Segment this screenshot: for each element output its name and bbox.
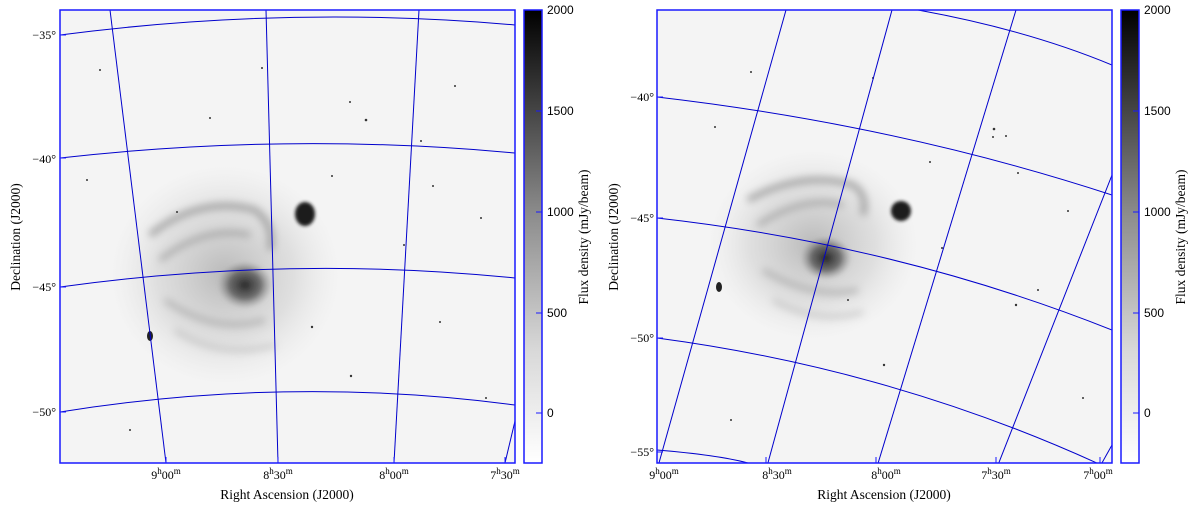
right-compact-source [891, 201, 911, 221]
left-ra-tick-3: 8h00m [379, 466, 409, 482]
right-colorbar-tick-1000: 1000 [1144, 205, 1171, 219]
left-map-frame [59, 9, 516, 464]
left-sky-map: −35° −40° −45° −50° 9h00m 8h30m 8h00m 7h… [8, 3, 591, 502]
right-colorbar-tick-2000: 2000 [1144, 3, 1171, 17]
right-colorbar [1120, 9, 1140, 464]
right-sky-map: −40° −45° −50° −55° 9h00m 8h30m 8h00m 7h… [606, 3, 1188, 502]
right-point-source [716, 282, 722, 292]
right-ra-tick-5: 7h00m [1083, 466, 1113, 482]
left-dec-tick-2: −40° [32, 152, 56, 166]
left-dec-tick-3: −45° [32, 280, 56, 294]
left-ra-tick-2: 8h30m [263, 466, 293, 482]
left-coordinate-grid [60, 10, 515, 463]
left-y-axis-title: Declination (J2000) [8, 183, 23, 291]
right-bright-core [800, 236, 852, 280]
left-colorbar [523, 9, 543, 464]
left-colorbar-tick-500: 500 [547, 306, 567, 320]
right-ra-tick-1: 9h00m [649, 466, 679, 482]
left-ra-tick-1: 9h00m [151, 466, 181, 482]
right-dec-tick-3: −50° [630, 331, 654, 345]
left-dec-tick-1: −35° [32, 28, 56, 42]
right-colorbar-title: Flux density (mJy/beam) [1173, 170, 1188, 305]
left-colorbar-tick-0: 0 [547, 406, 554, 420]
right-colorbar-tick-0: 0 [1144, 406, 1151, 420]
right-dec-tick-4: −55° [630, 445, 654, 459]
right-ra-tick-2: 8h30m [762, 466, 792, 482]
left-colorbar-tick-2000: 2000 [547, 3, 574, 17]
left-ra-tick-4: 7h30m [490, 466, 520, 482]
right-x-axis-title: Right Ascension (J2000) [817, 487, 951, 502]
left-dec-tick-4: −50° [32, 405, 56, 419]
left-radio-image [60, 10, 515, 463]
right-ra-tick-4: 7h30m [981, 466, 1011, 482]
left-x-axis-title: Right Ascension (J2000) [220, 487, 354, 502]
right-dec-tick-2: −45° [630, 211, 654, 225]
left-colorbar-title: Flux density (mJy/beam) [576, 170, 591, 305]
right-colorbar-tick-1500: 1500 [1144, 104, 1171, 118]
left-bright-core [217, 261, 273, 309]
right-coordinate-grid [657, 10, 1112, 463]
left-panel: −35° −40° −45° −50° 9h00m 8h30m 8h00m 7h… [0, 0, 597, 505]
right-ra-tick-3: 8h00m [871, 466, 901, 482]
right-map-frame [656, 9, 1113, 464]
right-y-axis-title: Declination (J2000) [606, 183, 621, 291]
left-colorbar-tick-1000: 1000 [547, 205, 574, 219]
right-panel: −40° −45° −50° −55° 9h00m 8h30m 8h00m 7h… [598, 0, 1195, 505]
right-radio-image [657, 10, 1112, 463]
right-colorbar-tick-500: 500 [1144, 306, 1164, 320]
left-colorbar-tick-1500: 1500 [547, 104, 574, 118]
right-dec-tick-1: −40° [630, 90, 654, 104]
left-compact-source [295, 202, 315, 226]
